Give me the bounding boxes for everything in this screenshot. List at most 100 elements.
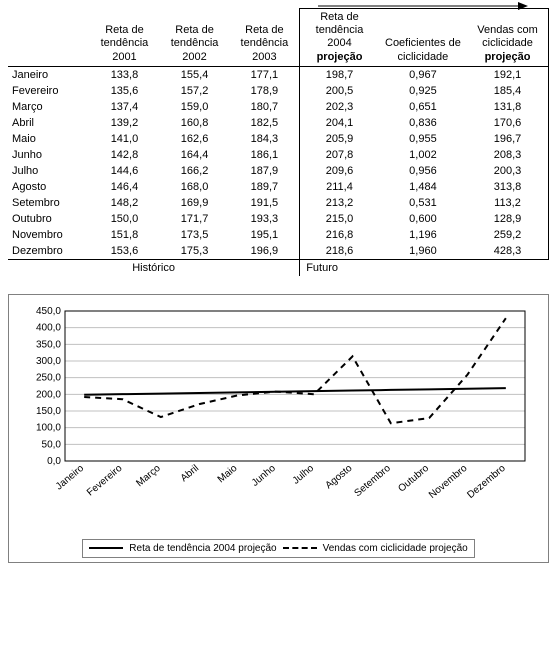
cell-coef: 0,531 — [379, 195, 467, 211]
legend-solid-icon — [89, 547, 123, 549]
line-chart: 0,050,0100,0150,0200,0250,0300,0350,0400… — [19, 303, 539, 533]
cell-vendas: 428,3 — [467, 243, 548, 260]
hdr-2004: Reta de tendência 2004projeção — [300, 9, 379, 67]
cell-2002: 166,2 — [160, 163, 230, 179]
svg-text:Agosto: Agosto — [323, 462, 354, 491]
svg-text:Novembro: Novembro — [427, 462, 470, 500]
cell-vendas: 259,2 — [467, 227, 548, 243]
legend-item-2: Vendas com ciclicidade projeção — [323, 543, 468, 554]
cell-2001: 146,4 — [89, 179, 159, 195]
table-row: Fevereiro135,6157,2178,9200,50,925185,4 — [8, 83, 549, 99]
cell-2004: 213,2 — [300, 195, 379, 211]
cell-2004: 205,9 — [300, 131, 379, 147]
svg-text:250,0: 250,0 — [35, 372, 60, 383]
svg-text:50,0: 50,0 — [41, 439, 61, 450]
cell-2001: 148,2 — [89, 195, 159, 211]
cell-vendas: 128,9 — [467, 211, 548, 227]
cell-2001: 135,6 — [89, 83, 159, 99]
cell-vendas: 170,6 — [467, 115, 548, 131]
cell-month: Maio — [8, 131, 89, 147]
svg-text:Julho: Julho — [290, 462, 316, 486]
table-row: Março137,4159,0180,7202,30,651131,8 — [8, 99, 549, 115]
cell-vendas: 200,3 — [467, 163, 548, 179]
svg-text:Dezembro: Dezembro — [465, 462, 508, 500]
cell-month: Janeiro — [8, 66, 89, 83]
cell-coef: 0,925 — [379, 83, 467, 99]
cell-coef: 1,002 — [379, 147, 467, 163]
cell-2001: 142,8 — [89, 147, 159, 163]
cell-2003: 187,9 — [230, 163, 300, 179]
cell-2003: 186,1 — [230, 147, 300, 163]
cell-2001: 133,8 — [89, 66, 159, 83]
cell-2003: 196,9 — [230, 243, 300, 260]
cell-vendas: 113,2 — [467, 195, 548, 211]
cell-vendas: 192,1 — [467, 66, 548, 83]
hdr-coef: Coeficientes deciclicidade — [379, 9, 467, 67]
cell-2001: 139,2 — [89, 115, 159, 131]
cell-2002: 169,9 — [160, 195, 230, 211]
chart-container: 0,050,0100,0150,0200,0250,0300,0350,0400… — [8, 294, 549, 563]
cell-2003: 191,5 — [230, 195, 300, 211]
table-row: Janeiro133,8155,4177,1198,70,967192,1 — [8, 66, 549, 83]
cell-coef: 0,955 — [379, 131, 467, 147]
data-table: Reta de tendência 2001 Reta de tendência… — [8, 8, 549, 276]
svg-text:Fevereiro: Fevereiro — [84, 462, 124, 498]
cell-coef: 1,196 — [379, 227, 467, 243]
cell-month: Setembro — [8, 195, 89, 211]
hdr-2003: Reta de tendência 2003 — [230, 9, 300, 67]
cell-2004: 200,5 — [300, 83, 379, 99]
cell-2004: 215,0 — [300, 211, 379, 227]
cell-2003: 189,7 — [230, 179, 300, 195]
legend-dash-icon — [283, 547, 317, 549]
table-row: Novembro151,8173,5195,1216,81,196259,2 — [8, 227, 549, 243]
svg-text:Abril: Abril — [178, 463, 200, 484]
cell-2003: 184,3 — [230, 131, 300, 147]
cell-2004: 207,8 — [300, 147, 379, 163]
cell-coef: 0,600 — [379, 211, 467, 227]
cell-2002: 160,8 — [160, 115, 230, 131]
table-body: Janeiro133,8155,4177,1198,70,967192,1Fev… — [8, 66, 549, 259]
cell-2002: 164,4 — [160, 147, 230, 163]
cell-2003: 177,1 — [230, 66, 300, 83]
cell-coef: 0,836 — [379, 115, 467, 131]
svg-text:350,0: 350,0 — [35, 339, 60, 350]
cell-2004: 216,8 — [300, 227, 379, 243]
cell-2004: 211,4 — [300, 179, 379, 195]
cell-vendas: 185,4 — [467, 83, 548, 99]
table-row: Junho142,8164,4186,1207,81,002208,3 — [8, 147, 549, 163]
cell-2003: 193,3 — [230, 211, 300, 227]
hdr-2002: Reta de tendência 2002 — [160, 9, 230, 67]
cell-month: Fevereiro — [8, 83, 89, 99]
cell-month: Março — [8, 99, 89, 115]
cell-2004: 209,6 — [300, 163, 379, 179]
cell-2003: 178,9 — [230, 83, 300, 99]
cell-2001: 141,0 — [89, 131, 159, 147]
svg-text:Setembro: Setembro — [352, 462, 393, 499]
table-row: Outubro150,0171,7193,3215,00,600128,9 — [8, 211, 549, 227]
cell-2004: 204,1 — [300, 115, 379, 131]
cell-2002: 175,3 — [160, 243, 230, 260]
cell-vendas: 313,8 — [467, 179, 548, 195]
arrow-future — [318, 2, 528, 10]
cell-coef: 0,956 — [379, 163, 467, 179]
cell-vendas: 131,8 — [467, 99, 548, 115]
cell-2001: 151,8 — [89, 227, 159, 243]
svg-text:Outubro: Outubro — [396, 462, 431, 494]
svg-text:400,0: 400,0 — [35, 322, 60, 333]
svg-text:Março: Março — [134, 462, 163, 489]
cell-2004: 202,3 — [300, 99, 379, 115]
table-row: Abril139,2160,8182,5204,10,836170,6 — [8, 115, 549, 131]
cell-month: Novembro — [8, 227, 89, 243]
cell-coef: 1,960 — [379, 243, 467, 260]
cell-2001: 144,6 — [89, 163, 159, 179]
cell-2003: 195,1 — [230, 227, 300, 243]
table-row: Maio141,0162,6184,3205,90,955196,7 — [8, 131, 549, 147]
cell-month: Agosto — [8, 179, 89, 195]
hdr-2001: Reta de tendência 2001 — [89, 9, 159, 67]
legend-item-1: Reta de tendência 2004 projeção — [129, 543, 276, 554]
cell-month: Outubro — [8, 211, 89, 227]
svg-text:0,0: 0,0 — [47, 456, 61, 467]
cell-month: Dezembro — [8, 243, 89, 260]
cell-2002: 157,2 — [160, 83, 230, 99]
svg-text:Maio: Maio — [215, 462, 239, 485]
